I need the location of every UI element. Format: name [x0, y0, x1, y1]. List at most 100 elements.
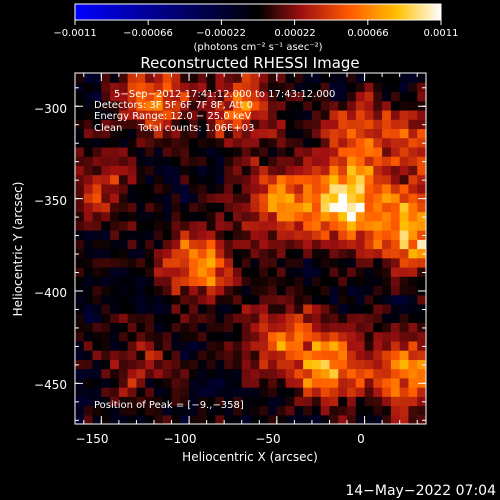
heatmap-cell [294, 276, 304, 287]
heatmap-cell [347, 313, 357, 323]
heatmap-cell [232, 350, 243, 360]
heatmap-cell [153, 350, 164, 360]
heatmap-cell [136, 368, 146, 379]
heatmap-cell [355, 294, 366, 305]
heatmap-cell [136, 359, 146, 370]
heatmap-cell [224, 202, 234, 213]
heatmap-cell [197, 340, 208, 351]
heatmap-cell [215, 146, 225, 157]
heatmap-cell [408, 266, 418, 277]
heatmap-cell [101, 109, 111, 120]
heatmap-cell [180, 146, 190, 157]
heatmap-cell [285, 211, 295, 222]
heatmap-cell [110, 396, 120, 407]
heatmap-cell [75, 285, 85, 296]
heatmap-cell [153, 303, 164, 314]
heatmap-cell [373, 109, 383, 120]
heatmap-cell [417, 303, 426, 314]
heatmap-cell [364, 414, 374, 424]
heatmap-cell [83, 322, 94, 333]
heatmap-cell [241, 73, 252, 83]
heatmap-cell [75, 359, 85, 370]
colorbar-tick-label: −0.0011 [53, 28, 96, 39]
heatmap-cell [83, 331, 94, 342]
heatmap-cell [373, 248, 383, 259]
heatmap-cell [311, 146, 322, 157]
heatmap-cell [408, 276, 418, 287]
heatmap-cell [276, 73, 287, 83]
heatmap-cell [373, 331, 383, 342]
heatmap-cell [259, 276, 269, 287]
heatmap-cell [329, 100, 339, 111]
heatmap-cell [232, 100, 243, 111]
heatmap-cell [118, 230, 129, 240]
heatmap-cell [311, 119, 322, 130]
footer-timestamp: 14−May−2022 07:04 [345, 483, 496, 499]
heatmap-cell [320, 313, 331, 323]
heatmap-cell [180, 313, 190, 323]
heatmap-cell [75, 73, 85, 83]
heatmap-cell [259, 137, 269, 148]
heatmap-cell [259, 303, 269, 314]
heatmap-cell [399, 405, 410, 416]
heatmap-cell [241, 119, 252, 130]
heatmap-cell [101, 156, 111, 166]
heatmap-cell [92, 137, 102, 148]
heatmap-cell [276, 331, 287, 342]
heatmap-cell [197, 387, 208, 397]
heatmap-cell [75, 146, 85, 157]
heatmap-cell [162, 73, 173, 83]
heatmap-cell [101, 165, 111, 176]
heatmap-cell [347, 119, 357, 130]
heatmap-cell [294, 257, 304, 268]
heatmap-cell [92, 405, 102, 416]
heatmap-cell [136, 128, 146, 139]
heatmap-cell [347, 109, 357, 120]
heatmap-cell [101, 350, 111, 360]
heatmap-cell [338, 294, 348, 305]
heatmap-cell [153, 313, 164, 323]
heatmap-cell [408, 230, 418, 240]
heatmap-cell [162, 91, 173, 102]
heatmap-cell [250, 146, 260, 157]
heatmap-cell [75, 294, 85, 305]
heatmap-cell [92, 82, 102, 93]
heatmap-cell [382, 350, 392, 360]
heatmap-cell [320, 294, 331, 305]
heatmap-cell [110, 359, 120, 370]
heatmap-cell [329, 368, 339, 379]
heatmap-cell [250, 331, 260, 342]
annotation-detectors: Detectors: 3F 5F 6F 7F 8F, Att 0 [94, 100, 253, 111]
heatmap-cell [224, 137, 234, 148]
heatmap-cell [320, 276, 331, 287]
heatmap-cell [338, 248, 348, 259]
heatmap-cell [408, 340, 418, 351]
heatmap-cell [224, 91, 234, 102]
heatmap-cell [145, 156, 155, 166]
heatmap-cell [355, 285, 366, 296]
heatmap-cell [110, 91, 120, 102]
heatmap-cell [320, 220, 331, 231]
heatmap-cell [347, 257, 357, 268]
heatmap-cell [153, 294, 164, 305]
heatmap-cell [118, 109, 129, 120]
heatmap-cell [303, 350, 313, 360]
heatmap-cell [189, 350, 199, 360]
heatmap-cell [206, 100, 217, 111]
heatmap-cell [162, 257, 173, 268]
heatmap-cell [259, 414, 269, 424]
heatmap-cell [83, 109, 94, 120]
heatmap-cell [390, 396, 401, 407]
heatmap-cell [285, 359, 295, 370]
annotation-time-range: 5−Sep−2012 17:41:12.000 to 17:43:12.000 [114, 89, 335, 100]
heatmap-cell [390, 368, 401, 379]
heatmap-cell [153, 340, 164, 351]
heatmap-cell [180, 396, 190, 407]
heatmap-cell [180, 230, 190, 240]
heatmap-cell [285, 230, 295, 240]
heatmap-cell [189, 359, 199, 370]
heatmap-cell [171, 276, 181, 287]
heatmap-cell [250, 128, 260, 139]
heatmap-cell [215, 266, 225, 277]
heatmap-cell [320, 248, 331, 259]
